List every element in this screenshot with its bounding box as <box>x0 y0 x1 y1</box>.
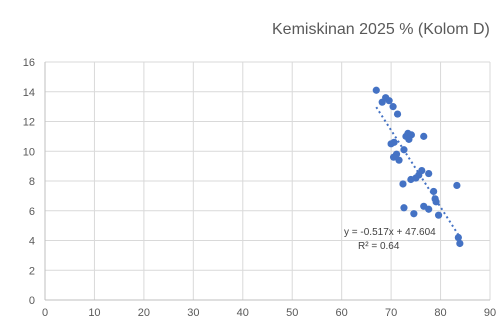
x-tick-label: 60 <box>336 307 348 319</box>
x-tick-label: 0 <box>42 307 48 319</box>
chart-title: Kemiskinan 2025 % (Kolom D) <box>272 21 490 38</box>
y-tick-label: 8 <box>29 176 35 188</box>
trendline <box>375 106 462 239</box>
data-point <box>410 210 418 218</box>
data-point <box>390 138 398 146</box>
x-tick-label: 70 <box>385 307 397 319</box>
y-tick-label: 0 <box>29 295 35 307</box>
data-point <box>425 169 433 178</box>
y-tick-label: 16 <box>23 57 35 69</box>
data-point <box>393 110 402 118</box>
x-tick-label: 50 <box>286 307 298 319</box>
data-point <box>453 181 461 190</box>
data-point <box>395 156 403 164</box>
data-point <box>434 211 443 219</box>
data-point <box>400 204 408 212</box>
data-point <box>420 132 428 140</box>
trendline-label-layer: y = -0.517x + 47.604 R² = 0.64 <box>344 227 436 252</box>
trendline-equation: y = -0.517x + 47.604 <box>344 227 436 238</box>
x-tick-label: 20 <box>138 307 150 319</box>
points-layer <box>372 86 464 248</box>
data-point <box>405 135 413 143</box>
data-point <box>425 205 433 213</box>
data-point <box>454 233 462 242</box>
data-point <box>399 180 407 188</box>
data-point <box>456 239 464 248</box>
data-point <box>430 187 438 196</box>
trendline-layer <box>375 106 462 239</box>
data-point <box>372 86 380 94</box>
y-tick-label: 14 <box>23 87 35 99</box>
data-point <box>392 150 401 158</box>
x-tick-label: 30 <box>187 307 199 319</box>
data-point <box>418 166 426 175</box>
axis-layer: 0 10 20 30 40 50 60 70 80 90 0 2 4 6 8 10 12 14 16 <box>23 57 496 319</box>
x-tick-label: 40 <box>237 307 249 319</box>
trendline-r2: R² = 0.64 <box>358 241 400 252</box>
data-point <box>389 103 397 111</box>
y-tick-label: 2 <box>29 265 35 277</box>
data-point <box>385 97 393 105</box>
data-point <box>432 198 440 206</box>
x-tick-label: 90 <box>484 307 496 319</box>
data-point <box>400 146 408 154</box>
x-tick-label: 10 <box>88 307 100 319</box>
y-tick-label: 6 <box>29 206 35 218</box>
x-tick-label: 80 <box>434 307 446 319</box>
y-tick-label: 4 <box>29 236 35 248</box>
y-tick-label: 10 <box>23 146 35 158</box>
y-tick-label: 12 <box>23 117 35 129</box>
